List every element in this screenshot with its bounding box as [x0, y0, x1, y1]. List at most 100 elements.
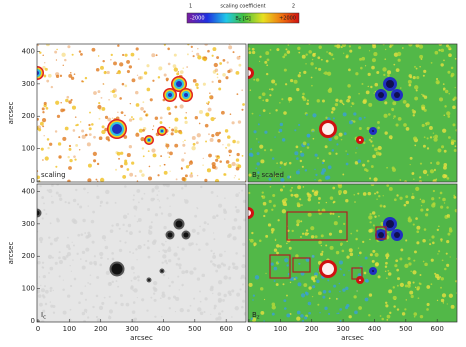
- texture: [283, 68, 287, 72]
- texture: [310, 235, 315, 239]
- texture: [331, 106, 336, 111]
- texture: [296, 219, 301, 224]
- texture: [414, 85, 419, 90]
- texture: [123, 161, 128, 166]
- texture: [286, 313, 291, 318]
- texture: [131, 310, 136, 314]
- texture: [372, 224, 375, 227]
- texture: [260, 310, 265, 315]
- texture: [248, 152, 253, 157]
- texture: [40, 147, 44, 151]
- spot: [372, 130, 374, 132]
- texture: [207, 223, 209, 226]
- texture: [84, 232, 87, 234]
- texture: [95, 178, 98, 181]
- texture: [210, 190, 214, 194]
- texture: [120, 277, 122, 279]
- texture: [409, 156, 413, 160]
- texture: [419, 314, 424, 319]
- texture: [93, 135, 96, 139]
- texture: [307, 232, 310, 235]
- texture: [113, 61, 117, 66]
- texture: [345, 306, 349, 310]
- texture: [171, 280, 174, 284]
- texture: [168, 126, 171, 129]
- texture: [109, 282, 112, 285]
- texture: [177, 130, 180, 132]
- texture: [405, 127, 410, 131]
- texture: [167, 277, 170, 279]
- texture: [126, 59, 130, 64]
- texture: [134, 175, 137, 178]
- texture: [316, 99, 320, 103]
- texture: [197, 47, 199, 50]
- texture: [212, 70, 217, 74]
- texture: [161, 316, 163, 318]
- texture: [42, 111, 45, 114]
- texture: [420, 205, 423, 207]
- texture: [227, 143, 231, 147]
- texture: [433, 168, 436, 171]
- texture: [147, 255, 151, 259]
- texture: [269, 112, 271, 114]
- texture: [146, 309, 149, 312]
- texture: [256, 152, 260, 156]
- texture: [43, 101, 47, 105]
- texture: [58, 275, 61, 278]
- texture: [212, 232, 215, 234]
- texture: [340, 268, 342, 271]
- texture: [164, 261, 166, 263]
- texture: [447, 232, 451, 236]
- spot: [322, 123, 334, 135]
- texture: [364, 65, 367, 67]
- texture: [140, 197, 144, 200]
- texture: [386, 166, 388, 169]
- texture: [257, 123, 260, 126]
- texture: [196, 174, 199, 177]
- texture: [268, 199, 272, 204]
- texture: [157, 174, 160, 177]
- texture: [297, 185, 302, 190]
- texture: [343, 222, 346, 225]
- texture: [159, 165, 161, 167]
- spot: [167, 232, 173, 238]
- x-tick-label: 400: [368, 325, 381, 333]
- texture: [355, 152, 357, 154]
- texture: [365, 169, 369, 172]
- texture: [328, 297, 331, 300]
- texture: [412, 223, 415, 226]
- texture: [199, 290, 202, 293]
- texture: [173, 67, 178, 72]
- texture: [205, 242, 209, 246]
- texture: [142, 101, 145, 104]
- texture: [210, 313, 212, 315]
- texture: [366, 159, 370, 163]
- texture: [264, 130, 268, 134]
- texture: [358, 117, 362, 121]
- texture: [124, 241, 127, 244]
- texture: [207, 107, 212, 112]
- texture: [37, 260, 41, 265]
- texture: [72, 129, 76, 132]
- texture: [202, 82, 206, 86]
- texture: [454, 145, 457, 148]
- texture: [184, 120, 188, 124]
- texture: [40, 288, 45, 293]
- texture: [43, 74, 47, 78]
- texture: [138, 230, 142, 234]
- texture: [308, 286, 312, 290]
- texture: [220, 262, 224, 266]
- texture: [75, 143, 79, 147]
- texture: [228, 276, 232, 280]
- texture: [218, 253, 223, 258]
- texture: [45, 107, 49, 110]
- texture: [405, 103, 410, 108]
- texture: [404, 180, 408, 182]
- texture: [363, 138, 366, 141]
- texture: [416, 225, 421, 230]
- texture: [334, 135, 339, 140]
- texture: [304, 316, 308, 320]
- spot: [184, 93, 188, 97]
- texture: [366, 126, 370, 131]
- texture: [42, 266, 45, 269]
